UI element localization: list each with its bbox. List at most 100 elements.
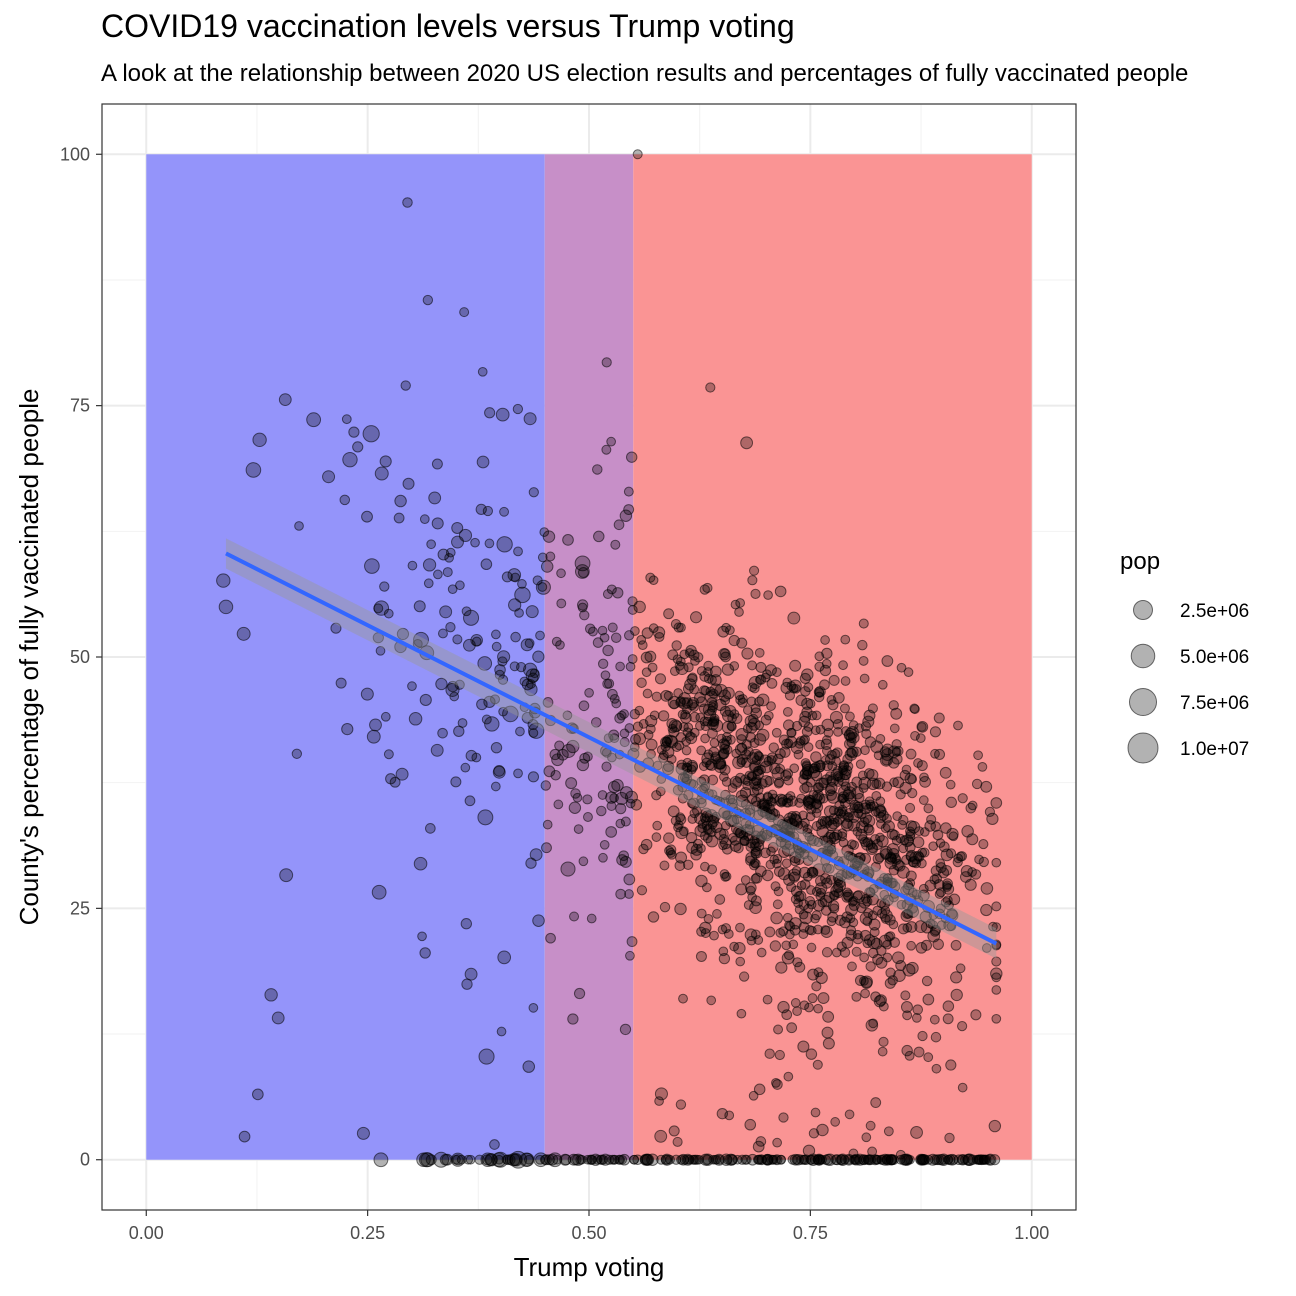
- data-point: [532, 575, 543, 586]
- data-point: [577, 567, 589, 578]
- data-point: [576, 758, 590, 772]
- data-point: [990, 797, 1003, 809]
- data-point: [923, 1052, 934, 1063]
- data-point: [777, 1000, 790, 1014]
- data-point: [623, 486, 634, 497]
- data-point: [709, 738, 720, 748]
- data-point: [356, 1126, 370, 1140]
- data-point: [619, 509, 633, 522]
- data-point: [889, 829, 900, 841]
- data-point: [929, 726, 942, 738]
- data-point: [863, 1154, 875, 1166]
- data-point: [687, 814, 698, 824]
- data-point: [484, 716, 500, 732]
- data-point: [845, 711, 855, 722]
- legend-label: 7.5e+06: [1180, 693, 1249, 714]
- data-point: [476, 698, 488, 711]
- data-point: [749, 565, 760, 576]
- data-point: [980, 882, 994, 895]
- data-point: [813, 967, 824, 978]
- data-point: [810, 751, 822, 763]
- data-point: [497, 674, 509, 685]
- data-point: [572, 792, 583, 803]
- data-point: [768, 1154, 779, 1165]
- data-point: [966, 833, 979, 846]
- data-point: [903, 909, 914, 919]
- data-point: [477, 366, 488, 377]
- data-point: [695, 950, 707, 962]
- data-point: [476, 455, 490, 469]
- data-point: [396, 627, 410, 641]
- data-point: [820, 873, 831, 884]
- data-point: [366, 729, 381, 744]
- data-point: [682, 704, 692, 715]
- data-point: [909, 851, 923, 865]
- data-point: [567, 1013, 579, 1025]
- data-point: [859, 816, 870, 828]
- data-point: [573, 824, 584, 834]
- data-point: [814, 687, 825, 698]
- data-point: [674, 902, 687, 916]
- data-point: [707, 727, 718, 739]
- data-point: [921, 975, 933, 987]
- data-point: [625, 790, 638, 804]
- data-point: [593, 530, 605, 543]
- data-point: [799, 672, 811, 685]
- data-point: [896, 662, 907, 673]
- data-point: [578, 700, 590, 712]
- data-point: [840, 634, 851, 645]
- data-point: [878, 1036, 889, 1047]
- data-point: [598, 852, 608, 863]
- data-point: [965, 802, 977, 814]
- data-point: [419, 514, 430, 525]
- data-point: [609, 733, 620, 744]
- data-point: [465, 749, 478, 762]
- data-point: [542, 819, 553, 830]
- data-point: [716, 733, 727, 744]
- data-point: [888, 700, 899, 711]
- data-point: [692, 806, 702, 816]
- data-point: [910, 731, 920, 741]
- data-point: [911, 1013, 922, 1023]
- data-point: [875, 956, 888, 969]
- data-point: [829, 831, 840, 842]
- data-point: [528, 1003, 539, 1013]
- data-point: [656, 1154, 667, 1165]
- data-point: [741, 757, 752, 768]
- data-point: [674, 660, 685, 671]
- data-point: [407, 560, 418, 571]
- data-point: [615, 888, 626, 900]
- data-point: [820, 925, 831, 935]
- data-point: [953, 853, 964, 864]
- data-point: [945, 779, 956, 790]
- data-point: [675, 826, 689, 840]
- data-point: [782, 719, 795, 731]
- data-point: [916, 760, 928, 772]
- data-point: [675, 1099, 687, 1110]
- data-point: [735, 694, 746, 705]
- data-point: [449, 691, 460, 702]
- data-point: [844, 748, 858, 761]
- data-point: [778, 1112, 789, 1123]
- data-point: [764, 926, 776, 938]
- data-point: [433, 1151, 450, 1168]
- data-point: [490, 741, 503, 754]
- data-point: [509, 1150, 528, 1169]
- data-point: [838, 837, 849, 848]
- data-point: [553, 799, 564, 810]
- data-point: [820, 1154, 831, 1165]
- data-point: [668, 1125, 680, 1137]
- data-point: [452, 634, 463, 645]
- data-point: [788, 679, 802, 693]
- data-point: [775, 927, 786, 938]
- data-point: [526, 679, 536, 689]
- data-point: [909, 703, 920, 714]
- data-point: [772, 858, 782, 869]
- data-point: [721, 622, 731, 633]
- data-point: [799, 911, 813, 925]
- data-point: [870, 1097, 882, 1108]
- data-point: [872, 905, 883, 916]
- data-point: [360, 687, 374, 701]
- data-point: [402, 197, 413, 208]
- data-point: [859, 911, 873, 925]
